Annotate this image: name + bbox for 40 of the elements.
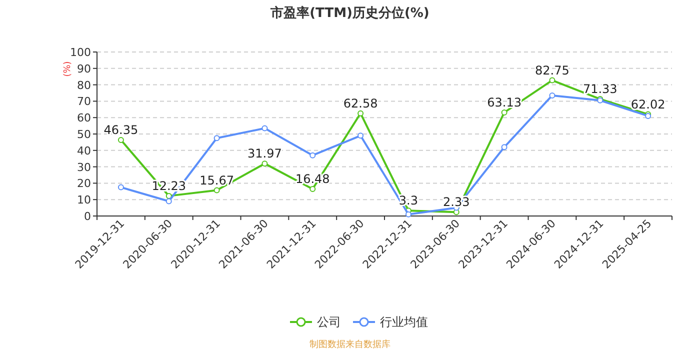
y-tick-label: 60 bbox=[77, 112, 91, 125]
point bbox=[549, 77, 556, 84]
legend-label: 公司 bbox=[317, 315, 341, 329]
y-tick-label: 40 bbox=[77, 144, 91, 158]
point bbox=[166, 192, 172, 199]
y-tick-label: 10 bbox=[77, 194, 91, 207]
chart-title: 市盈率(TTM)历史分位(%) bbox=[270, 5, 430, 21]
point bbox=[214, 135, 220, 142]
y-tick-label: 100 bbox=[70, 46, 91, 59]
y-tick-label: 50 bbox=[77, 128, 91, 141]
point bbox=[310, 186, 316, 192]
point bbox=[214, 187, 220, 194]
point bbox=[166, 198, 172, 204]
data-label: 15.67 bbox=[200, 173, 234, 188]
data-label: 62.58 bbox=[343, 96, 378, 110]
point bbox=[118, 184, 124, 190]
data-label: 62.02 bbox=[630, 97, 666, 112]
y-tick-label: 30 bbox=[77, 160, 91, 174]
point bbox=[501, 109, 508, 116]
point bbox=[118, 136, 124, 143]
data-label: 71.33 bbox=[582, 82, 618, 96]
text: 制图数据来自数据库 bbox=[310, 339, 390, 350]
point bbox=[358, 132, 364, 139]
y-tick-label: 0 bbox=[84, 210, 91, 223]
y-axis-title: (%) bbox=[63, 61, 73, 77]
y-tick-label: 20 bbox=[77, 177, 91, 190]
point bbox=[262, 125, 268, 132]
data-label: 31.97 bbox=[248, 146, 282, 161]
point bbox=[549, 92, 556, 98]
data-label: 82.75 bbox=[535, 63, 570, 78]
point bbox=[405, 211, 412, 218]
point bbox=[358, 110, 364, 116]
data-label: 46.35 bbox=[104, 122, 138, 137]
legend-label: 行业均值 bbox=[380, 315, 428, 329]
y-tick-label: 90 bbox=[77, 62, 91, 76]
point bbox=[262, 160, 268, 167]
y-tick-label: 70 bbox=[77, 95, 91, 108]
point bbox=[501, 144, 508, 150]
y-tick-label: 80 bbox=[77, 78, 91, 92]
point bbox=[310, 152, 316, 158]
